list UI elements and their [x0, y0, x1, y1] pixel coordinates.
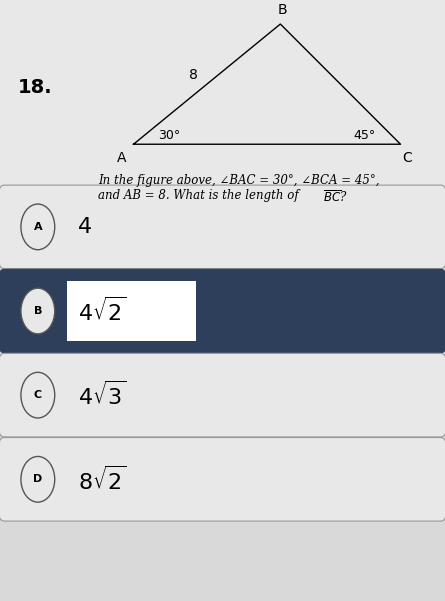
Text: A: A	[117, 151, 127, 165]
Text: C: C	[403, 151, 413, 165]
FancyBboxPatch shape	[0, 185, 445, 269]
Text: B: B	[34, 306, 42, 316]
FancyBboxPatch shape	[0, 438, 445, 521]
Text: A: A	[33, 222, 42, 232]
Text: 18.: 18.	[18, 78, 53, 97]
Text: and AB = 8. What is the length of: and AB = 8. What is the length of	[98, 189, 303, 203]
Text: 45°: 45°	[354, 129, 376, 142]
Text: B: B	[278, 3, 287, 17]
Text: 8: 8	[189, 68, 198, 82]
FancyBboxPatch shape	[67, 281, 196, 341]
Text: $\overline{BC}$?: $\overline{BC}$?	[323, 189, 347, 205]
FancyBboxPatch shape	[0, 0, 445, 222]
Text: $8\sqrt{2}$: $8\sqrt{2}$	[78, 465, 126, 493]
Text: $4\sqrt{2}$: $4\sqrt{2}$	[78, 297, 126, 325]
FancyBboxPatch shape	[0, 269, 445, 353]
Text: In the figure above, ∠BAC = 30°, ∠BCA = 45°,: In the figure above, ∠BAC = 30°, ∠BCA = …	[98, 174, 380, 188]
Text: C: C	[34, 390, 42, 400]
Text: 30°: 30°	[158, 129, 180, 142]
Circle shape	[21, 288, 55, 334]
Text: 4: 4	[78, 217, 92, 237]
FancyBboxPatch shape	[0, 353, 445, 437]
Circle shape	[21, 457, 55, 502]
Text: $4\sqrt{3}$: $4\sqrt{3}$	[78, 381, 126, 409]
Circle shape	[21, 204, 55, 250]
Text: D: D	[33, 474, 42, 484]
Circle shape	[21, 373, 55, 418]
